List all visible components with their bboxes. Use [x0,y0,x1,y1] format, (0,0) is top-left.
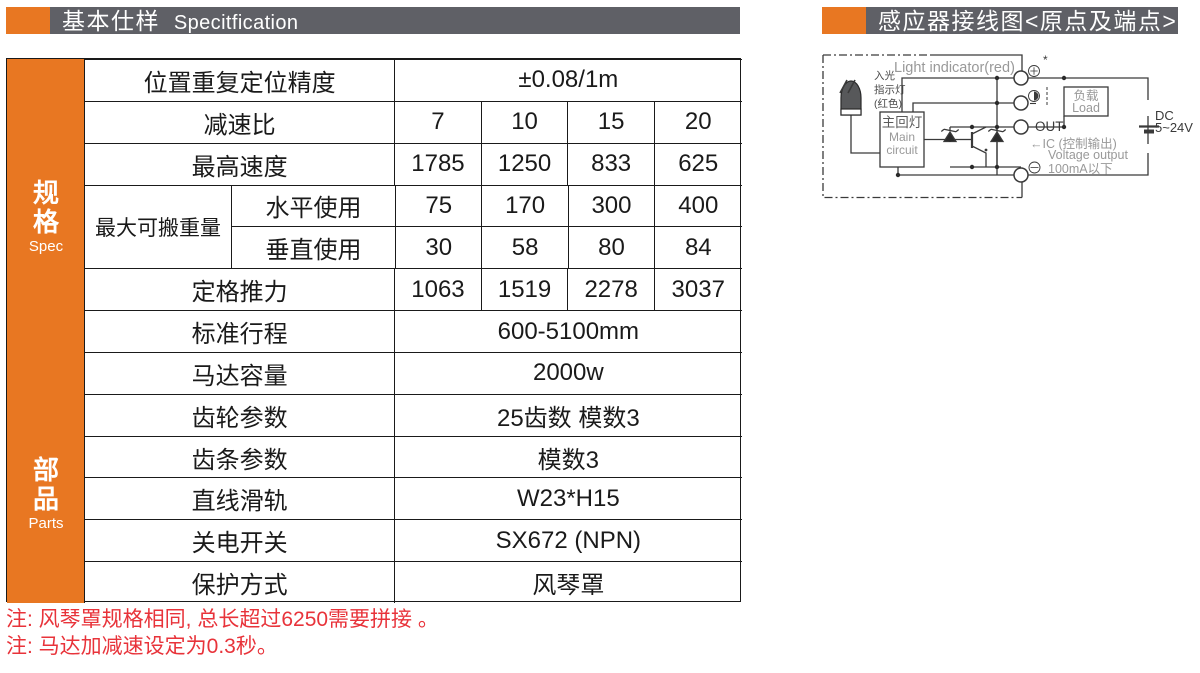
svg-text:100mA以下: 100mA以下 [1048,162,1113,176]
svg-text:(红色): (红色) [874,97,902,110]
svg-text:Light indicator(red): Light indicator(red) [894,60,1015,76]
svg-text:Voltage output: Voltage output [1048,148,1128,162]
svg-text:入光: 入光 [874,69,895,82]
svg-text:Main: Main [889,130,915,144]
svg-text:OUT: OUT [1035,119,1064,134]
svg-text:指示灯: 指示灯 [874,83,906,96]
svg-text:5~24V: 5~24V [1155,120,1193,135]
svg-text:circuit: circuit [886,143,918,157]
svg-text:Load: Load [1072,101,1100,115]
svg-text:*: * [1043,53,1048,67]
svg-text:主回灯: 主回灯 [882,115,923,130]
